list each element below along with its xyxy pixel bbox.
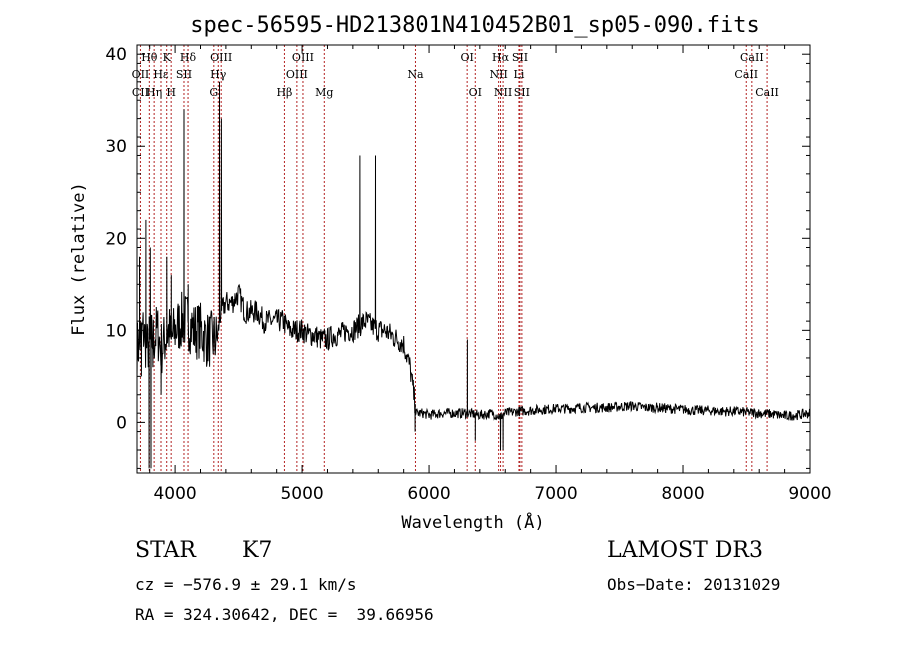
y-axis-label: Flux (relative): [69, 182, 89, 336]
x-tick-label: 8000: [661, 484, 704, 504]
y-tick-label: 40: [105, 45, 127, 65]
spectral-line-label: OIII: [286, 68, 308, 81]
x-tick-label: 7000: [534, 484, 577, 504]
spectral-line-label: OI: [469, 86, 482, 99]
spectral-line-label: Hδ: [180, 51, 197, 64]
spectral-line-label: Hη: [146, 86, 162, 99]
redshift-velocity: cz = −576.9 ± 29.1 km/s: [135, 575, 357, 594]
y-tick-label: 10: [105, 321, 127, 341]
spectral-line-label: OIII: [210, 51, 232, 64]
spectral-line-label: Hε: [153, 68, 169, 81]
spectrum-line: [136, 81, 811, 469]
survey-name: LAMOST DR3: [607, 538, 763, 563]
x-tick-label: 4000: [153, 484, 196, 504]
spectral-line-label: NII: [494, 86, 512, 99]
x-tick-label: 9000: [788, 484, 831, 504]
object-subclass: K7: [242, 538, 273, 563]
spectral-line-label: H: [166, 86, 176, 99]
spectral-line-label: CaII: [734, 68, 758, 81]
y-tick-label: 0: [116, 413, 127, 433]
spectral-line-label: NII: [489, 68, 507, 81]
spectral-line-label: OI: [460, 51, 473, 64]
spectral-line-label: Mg: [315, 86, 333, 99]
spectral-line-label: CaII: [740, 51, 764, 64]
spectral-line-label: SII: [176, 68, 192, 81]
sky-coordinates: RA = 324.30642, DEC = 39.66956: [135, 605, 434, 624]
y-tick-label: 20: [105, 229, 127, 249]
y-tick-label: 30: [105, 137, 127, 157]
spectral-line-label: OII: [132, 68, 150, 81]
spectral-line-label: Hθ: [141, 51, 158, 64]
spectral-line-label: Li: [514, 68, 525, 81]
spectral-line-label: SII: [514, 86, 530, 99]
spectral-line-label: CaII: [755, 86, 779, 99]
object-class: STAR: [135, 538, 196, 563]
spectral-line-label: CII: [132, 86, 149, 99]
spectral-line-label: G: [209, 86, 218, 99]
x-axis-ticks: 4000 5000 6000 7000 8000 9000: [149, 45, 832, 504]
observation-date: Obs−Date: 20131029: [607, 575, 781, 594]
x-tick-label: 6000: [407, 484, 450, 504]
x-axis-label: Wavelength (Å): [401, 511, 544, 533]
spectral-line-label: Hβ: [276, 86, 292, 99]
spectral-line-markers: [139, 45, 768, 473]
spectral-line-label: SII: [512, 51, 528, 64]
chart-title: spec-56595-HD213801N410452B01_sp05-090.f…: [190, 13, 760, 38]
spectral-line-label: Na: [407, 68, 424, 81]
y-axis-ticks: 0 10 20 30 40: [105, 45, 810, 469]
spectral-line-label: K: [163, 51, 172, 64]
spectral-line-label: Hγ: [210, 68, 227, 81]
spectral-line-label: OIII: [292, 51, 314, 64]
x-tick-label: 5000: [280, 484, 323, 504]
plot-frame: [136, 44, 811, 474]
spectral-line-label: Hα: [492, 51, 510, 64]
